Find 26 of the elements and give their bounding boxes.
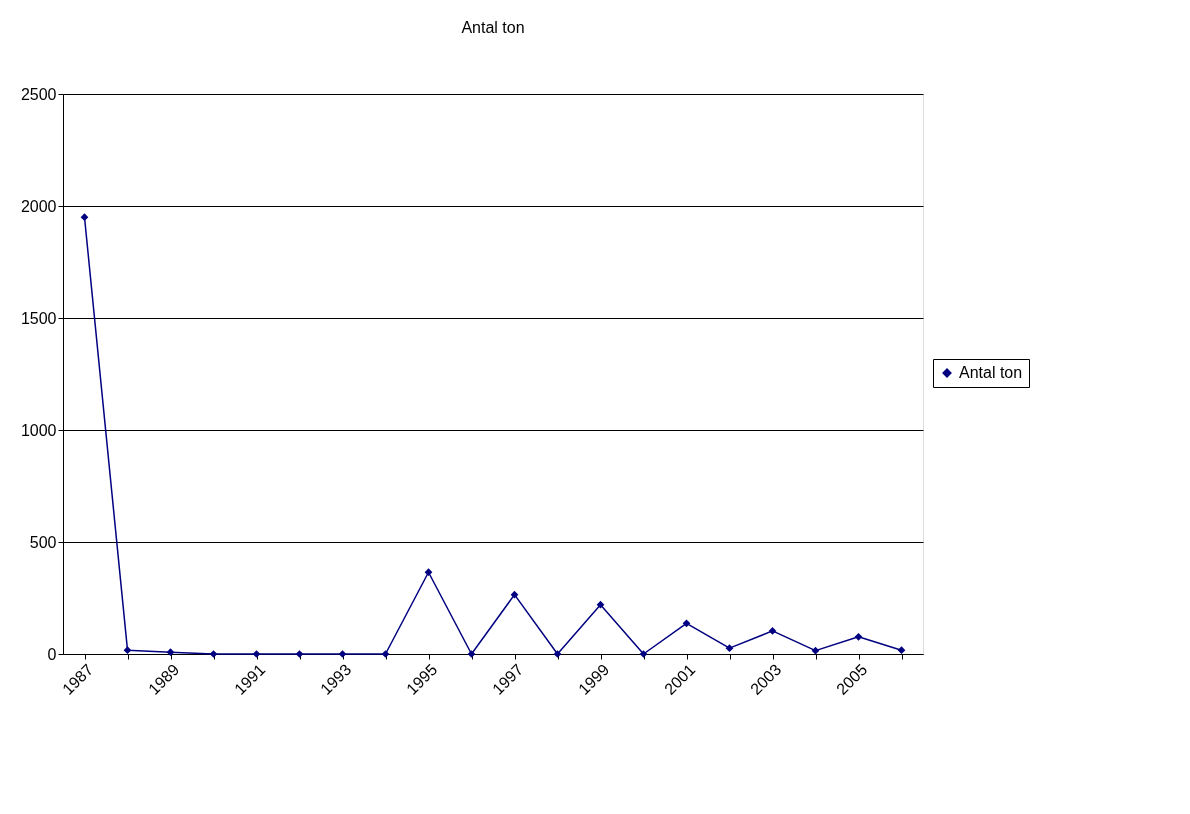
point [682, 619, 691, 628]
y-tick-label: 2500 [20, 85, 57, 103]
y-tick-label: 1000 [20, 421, 57, 439]
chart-title: Antal ton [461, 19, 525, 36]
y-tick-label: 2000 [20, 197, 57, 215]
point [381, 650, 390, 658]
point [467, 650, 476, 658]
point [209, 650, 218, 658]
point [166, 648, 175, 657]
point [295, 650, 304, 658]
point [725, 644, 734, 653]
y-tick-label: 500 [29, 533, 57, 551]
point [897, 646, 906, 655]
point [854, 632, 863, 641]
point [338, 650, 347, 658]
point [596, 600, 605, 609]
point [553, 650, 562, 658]
point [123, 646, 132, 655]
point [80, 213, 89, 222]
point [639, 650, 648, 658]
y-tick-label: 0 [47, 645, 57, 663]
point [424, 568, 433, 577]
point [768, 627, 777, 635]
legend-label: Antal ton [959, 364, 1023, 381]
y-tick-label: 1500 [20, 309, 57, 327]
point [252, 650, 261, 658]
